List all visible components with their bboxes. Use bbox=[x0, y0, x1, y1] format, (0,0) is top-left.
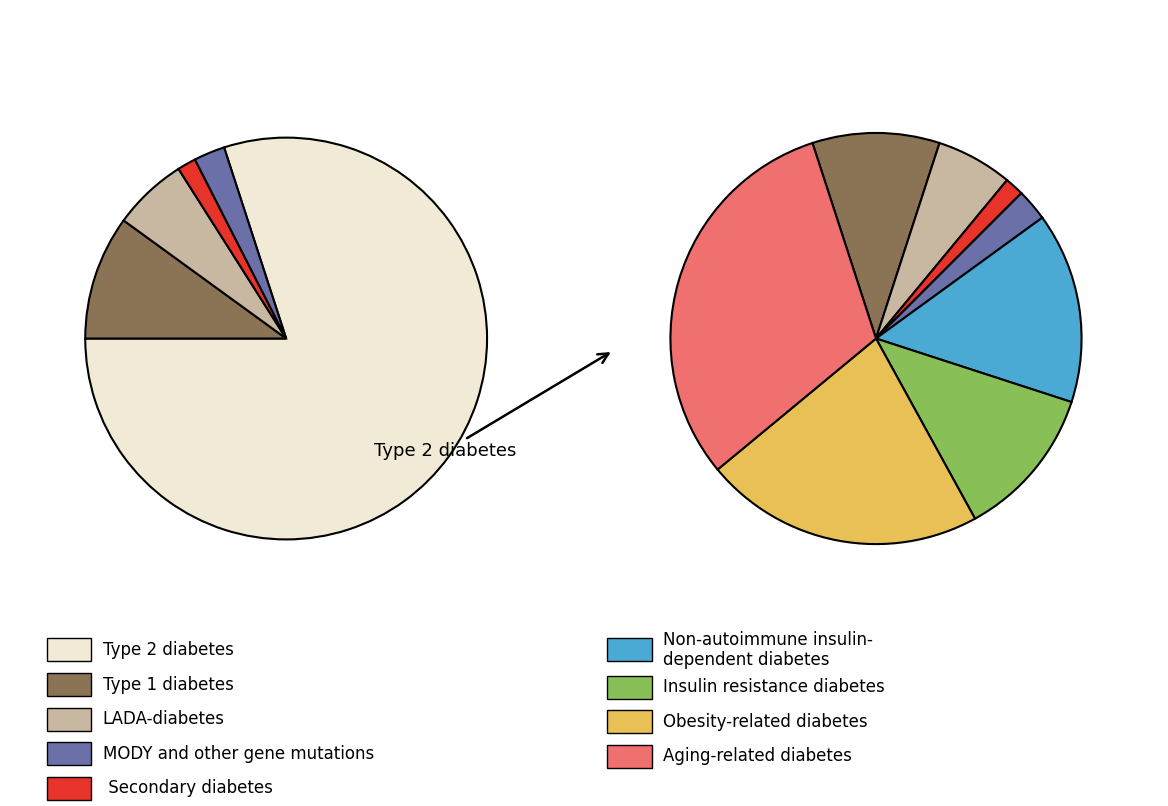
Text: MODY and other gene mutations: MODY and other gene mutations bbox=[103, 745, 374, 762]
Text: LADA-diabetes: LADA-diabetes bbox=[103, 710, 224, 728]
Bar bbox=[47, 673, 91, 696]
Bar bbox=[47, 777, 91, 800]
Wedge shape bbox=[124, 169, 286, 339]
Text: Insulin resistance diabetes: Insulin resistance diabetes bbox=[663, 678, 885, 696]
Wedge shape bbox=[876, 339, 1071, 518]
Wedge shape bbox=[179, 160, 286, 339]
Wedge shape bbox=[717, 339, 975, 544]
Bar bbox=[47, 742, 91, 765]
Wedge shape bbox=[876, 180, 1021, 339]
Wedge shape bbox=[85, 220, 286, 339]
Text: Type 2 diabetes: Type 2 diabetes bbox=[103, 641, 234, 659]
Text: Obesity-related diabetes: Obesity-related diabetes bbox=[663, 713, 868, 731]
Bar bbox=[607, 745, 652, 768]
Text: Aging-related diabetes: Aging-related diabetes bbox=[663, 747, 853, 766]
Text: Secondary diabetes: Secondary diabetes bbox=[103, 779, 272, 797]
Wedge shape bbox=[813, 133, 939, 339]
Bar bbox=[47, 638, 91, 662]
Bar bbox=[607, 710, 652, 733]
Wedge shape bbox=[670, 143, 876, 470]
Bar bbox=[47, 708, 91, 730]
Bar bbox=[607, 638, 652, 662]
Wedge shape bbox=[195, 147, 286, 339]
Wedge shape bbox=[876, 218, 1082, 402]
Wedge shape bbox=[85, 138, 487, 539]
Text: Type 2 diabetes: Type 2 diabetes bbox=[374, 354, 609, 460]
Bar bbox=[607, 675, 652, 699]
Wedge shape bbox=[876, 143, 1007, 339]
Text: Non-autoimmune insulin-
dependent diabetes: Non-autoimmune insulin- dependent diabet… bbox=[663, 630, 874, 669]
Wedge shape bbox=[876, 193, 1042, 339]
Text: Type 1 diabetes: Type 1 diabetes bbox=[103, 675, 234, 693]
